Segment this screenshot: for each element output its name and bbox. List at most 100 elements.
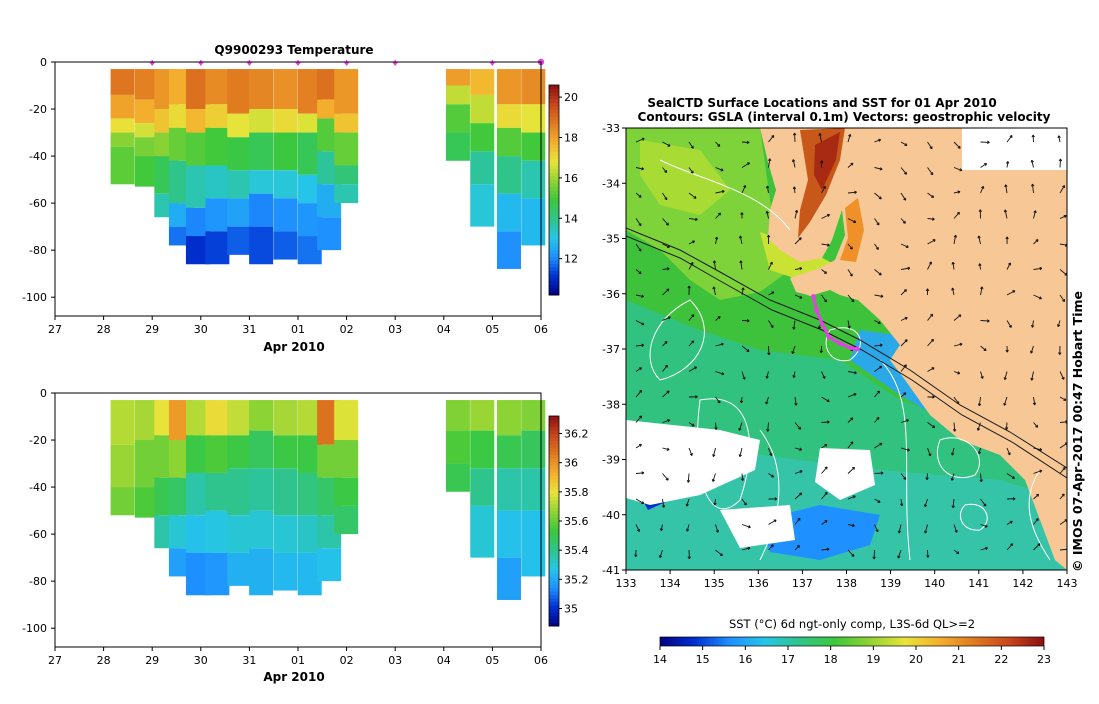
colorbar-segment (549, 504, 559, 508)
colorbar-segment (549, 542, 559, 546)
colorbar-tick-label: 35.8 (564, 486, 589, 499)
colorbar-segment (549, 148, 559, 152)
temperature-title: Q9900293 Temperature (214, 43, 373, 57)
section-cell (249, 69, 273, 109)
map-body (626, 128, 1069, 570)
y-tick-label: -80 (29, 244, 47, 257)
colorbar-segment (549, 479, 559, 483)
colorbar-segment (549, 619, 559, 623)
colorbar-segment (549, 89, 559, 93)
colorbar-segment (549, 124, 559, 128)
section-cell (446, 86, 470, 105)
section-cell (497, 231, 521, 269)
section-cell (317, 217, 341, 250)
lon-tick-label: 133 (616, 577, 637, 590)
x-tick-label: 04 (437, 323, 451, 336)
colorbar-segment (549, 455, 559, 459)
section-cell (497, 435, 521, 468)
sst-colorbar-tick-label: 21 (952, 653, 966, 666)
sst-colorbar-tick-label: 18 (824, 653, 838, 666)
temperature-cells (111, 69, 546, 269)
lon-tick-label: 140 (924, 577, 945, 590)
section-cell (334, 478, 358, 506)
colorbar-segment (549, 430, 559, 434)
colorbar-segment (549, 208, 559, 212)
y-tick-label: -20 (29, 434, 47, 447)
colorbar-segment (549, 444, 559, 448)
colorbar-tick-label: 35 (564, 603, 578, 616)
section-cell (227, 69, 251, 114)
colorbar-segment (549, 288, 559, 292)
colorbar-segment (549, 518, 559, 522)
section-cell (334, 440, 358, 478)
colorbar-segment (549, 285, 559, 289)
section-cell (446, 400, 470, 431)
lon-tick-label: 135 (704, 577, 725, 590)
section-cell (497, 194, 521, 232)
sst-colorbar-tick-label: 17 (781, 653, 795, 666)
colorbar-segment (549, 120, 559, 124)
section-cell (205, 165, 229, 198)
temperature-xlabel: Apr 2010 (263, 340, 324, 354)
colorbar-segment (549, 194, 559, 198)
section-cell (249, 511, 273, 549)
colorbar-segment (549, 441, 559, 445)
lon-tick-label: 142 (1012, 577, 1033, 590)
colorbar-segment (549, 180, 559, 184)
x-tick-label: 02 (340, 654, 354, 667)
colorbar-tick-label: 20 (564, 91, 578, 104)
x-tick-label: 02 (340, 323, 354, 336)
section-cell (497, 511, 521, 558)
section-cell (334, 165, 358, 184)
colorbar-segment (549, 253, 559, 257)
section-cell (111, 95, 135, 119)
colorbar-segment (549, 85, 559, 89)
section-cell (205, 435, 229, 473)
lon-tick-label: 134 (660, 577, 681, 590)
section-cell (446, 133, 470, 161)
colorbar-segment (549, 260, 559, 264)
colorbar-segment (549, 155, 559, 159)
section-cell (227, 515, 251, 553)
seal-surface-location (820, 322, 825, 327)
sst-colorbar-tick-label: 22 (994, 653, 1008, 666)
colorbar-segment (549, 451, 559, 455)
colorbar-segment (549, 134, 559, 138)
x-tick-label: 30 (194, 654, 208, 667)
colorbar-segment (549, 236, 559, 240)
section-cell (334, 506, 358, 534)
section-cell (249, 431, 273, 469)
section-cell (227, 553, 251, 586)
section-cell (249, 170, 273, 194)
sst-map-panel: SealCTD Surface Locations and SST for 01… (602, 96, 1085, 666)
section-cell (227, 435, 251, 468)
section-cell (273, 170, 297, 198)
section-cell (273, 133, 297, 171)
seal-surface-location (826, 334, 831, 339)
colorbar-segment (549, 584, 559, 588)
x-tick-label: 06 (534, 323, 548, 336)
section-cell (334, 114, 358, 133)
colorbar-segment (549, 183, 559, 187)
lon-tick-label: 141 (968, 577, 989, 590)
colorbar-segment (549, 462, 559, 466)
section-cell (521, 198, 545, 245)
profile-marker-arrow (198, 62, 204, 66)
section-cell (227, 468, 251, 515)
colorbar-segment (549, 416, 559, 420)
colorbar-segment (549, 99, 559, 103)
colorbar-segment (549, 612, 559, 616)
x-tick-label: 28 (97, 323, 111, 336)
section-cell (249, 227, 273, 265)
section-cell (273, 515, 297, 553)
colorbar-segment (549, 176, 559, 180)
colorbar-segment (549, 609, 559, 613)
y-tick-label: 0 (40, 387, 47, 400)
y-tick-label: -40 (29, 481, 47, 494)
x-tick-label: 30 (194, 323, 208, 336)
colorbar-segment (549, 602, 559, 606)
colorbar-segment (549, 229, 559, 233)
lat-tick-label: -39 (602, 454, 620, 467)
